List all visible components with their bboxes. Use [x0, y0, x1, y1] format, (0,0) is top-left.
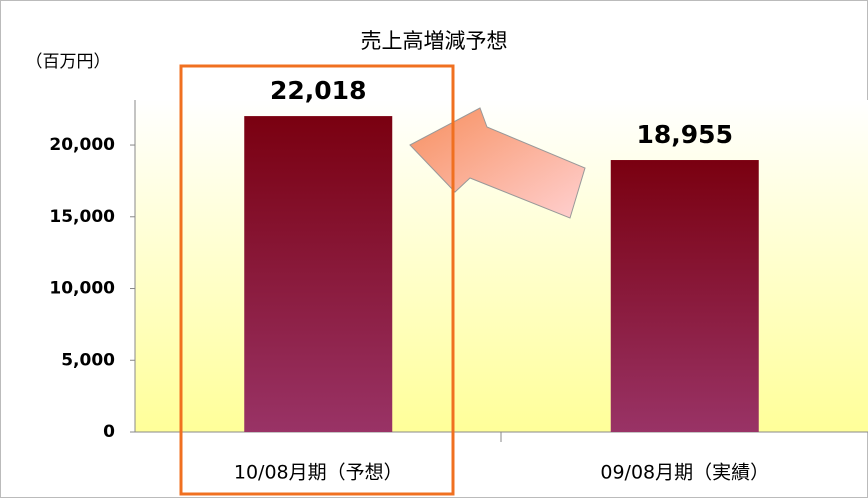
y-tick-label: 10,000 — [49, 279, 115, 299]
y-tick-label: 5,000 — [61, 350, 115, 370]
chart-title: 売上高増減予想 — [361, 29, 508, 53]
data-label: 22,018 — [270, 76, 366, 105]
y-tick-label: 20,000 — [49, 135, 115, 155]
y-tick-label: 15,000 — [49, 207, 115, 227]
x-tick-label: 09/08月期（実績） — [600, 462, 769, 484]
y-tick-label: 0 — [103, 422, 115, 442]
bar — [244, 116, 393, 432]
highlight-box — [179, 64, 455, 496]
y-axis-label: （百万円） — [26, 52, 111, 72]
bar — [610, 160, 759, 432]
x-tick-label: 10/08月期（予想） — [234, 462, 403, 484]
data-label: 18,955 — [637, 120, 733, 149]
